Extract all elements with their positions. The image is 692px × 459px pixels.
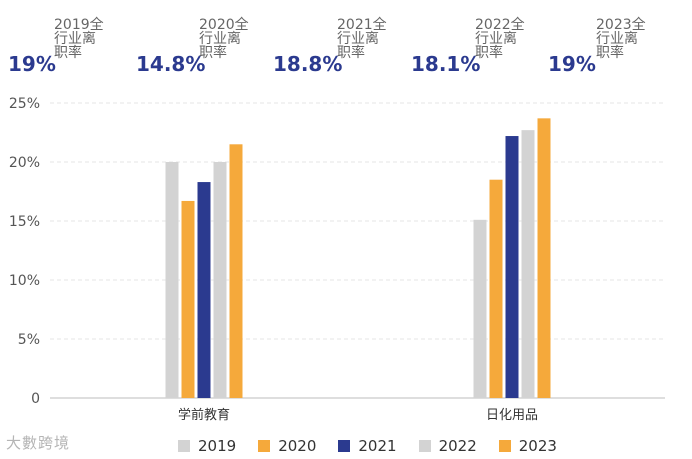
bar-2020-0 bbox=[181, 200, 195, 398]
bar-2021-1 bbox=[505, 136, 519, 399]
y-tick-label: 10% bbox=[9, 273, 40, 289]
stat-value: 18.1% bbox=[411, 52, 481, 76]
legend-swatch bbox=[498, 440, 511, 452]
stat-label: 2022全行业离职率 bbox=[475, 17, 525, 61]
legend-label: 2021 bbox=[358, 437, 397, 455]
stat-value: 19% bbox=[8, 52, 56, 76]
legend-item-2021: 2021 bbox=[338, 437, 397, 455]
stat-label: 2021全行业离职率 bbox=[337, 17, 387, 61]
bar-2022-1 bbox=[521, 130, 535, 398]
stat-value: 18.8% bbox=[273, 52, 343, 76]
legend-swatch bbox=[178, 440, 190, 452]
stat-label: 2019全行业离职率 bbox=[54, 17, 104, 61]
bar-2020-1 bbox=[489, 179, 503, 398]
bar-2021-0 bbox=[197, 182, 211, 398]
bar-2023-0 bbox=[229, 144, 243, 398]
legend-label: 2022 bbox=[438, 437, 477, 455]
bar-2019-0 bbox=[165, 162, 179, 398]
stat-label: 2023全行业离职率 bbox=[596, 17, 646, 61]
chart-legend: 2019 2020 2021 2022 2023 bbox=[178, 436, 579, 456]
legend-label: 2023 bbox=[518, 437, 557, 455]
turnover-stats-row: 19% 2019全行业离职率 14.8% 2020全行业离职率 18.8% 20… bbox=[0, 0, 692, 80]
x-tick-label: 日化用品 bbox=[486, 408, 538, 423]
y-tick-label: 15% bbox=[9, 214, 40, 230]
stat-value: 19% bbox=[548, 52, 596, 76]
y-tick-label: 5% bbox=[18, 332, 40, 348]
bar-2019-1 bbox=[473, 219, 487, 398]
legend-swatch bbox=[258, 440, 271, 452]
watermark-logo-text: 大數跨境 bbox=[6, 434, 71, 452]
stat-label: 2020全行业离职率 bbox=[199, 17, 249, 61]
x-tick-label: 学前教育 bbox=[178, 407, 230, 423]
y-tick-label: 25% bbox=[9, 96, 40, 112]
stat-value: 14.8% bbox=[136, 52, 206, 76]
bar-2023-1 bbox=[537, 118, 551, 398]
legend-label: 2019 bbox=[198, 437, 237, 455]
legend-label: 2020 bbox=[278, 437, 317, 455]
y-tick-label: 20% bbox=[9, 155, 40, 171]
legend-item-2019: 2019 bbox=[178, 437, 236, 455]
legend-swatch bbox=[418, 440, 431, 452]
bar-2022-0 bbox=[213, 162, 227, 398]
legend-swatch bbox=[338, 440, 351, 452]
legend-item-2023: 2023 bbox=[498, 437, 557, 455]
legend-item-2022: 2022 bbox=[418, 437, 477, 455]
legend-item-2020: 2020 bbox=[258, 437, 316, 455]
y-tick-label: 0 bbox=[31, 391, 40, 407]
